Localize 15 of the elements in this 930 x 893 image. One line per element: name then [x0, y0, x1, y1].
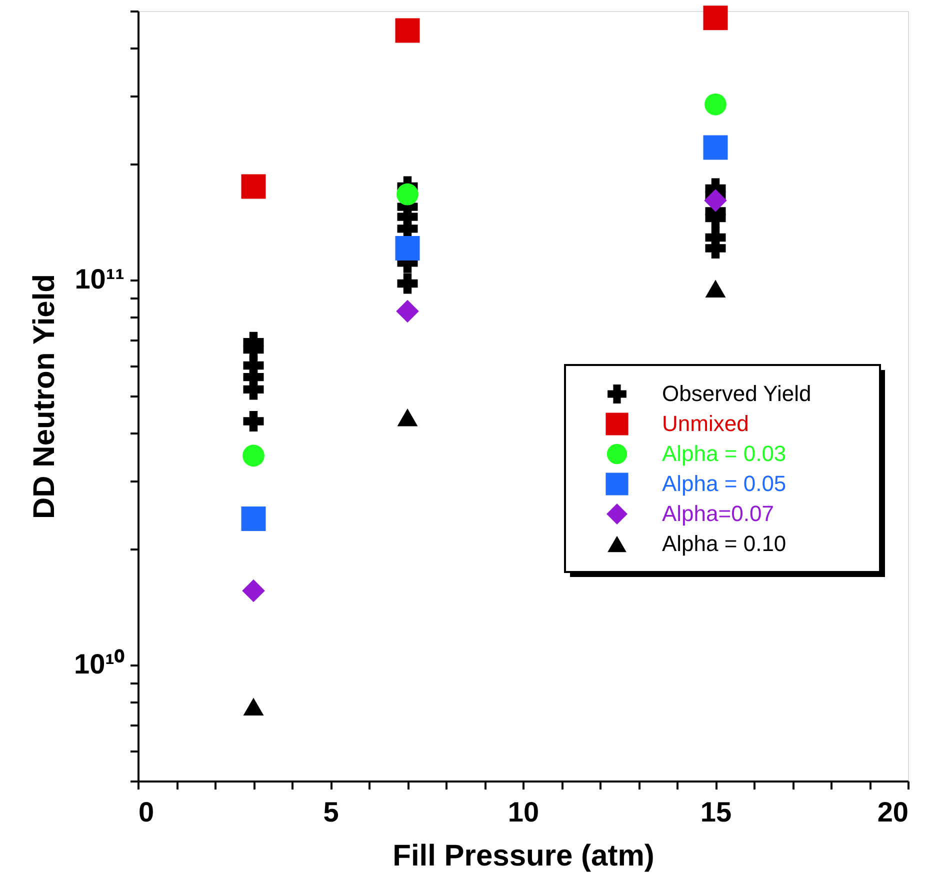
- y-tick-label: 10¹⁰: [74, 648, 124, 680]
- legend-label: Unmixed: [662, 411, 749, 436]
- y-axis-title: DD Neutron Yield: [28, 274, 62, 520]
- legend-label: Alpha = 0.10: [662, 531, 786, 556]
- x-tick-label: 10: [508, 796, 540, 828]
- legend-label: Alpha = 0.05: [662, 471, 786, 496]
- legend-label: Observed Yield: [662, 381, 812, 406]
- x-tick-label: 20: [877, 796, 908, 828]
- x-tick-label: 5: [323, 796, 339, 828]
- x-tick-label: 0: [138, 796, 154, 828]
- legend-label: Alpha=0.07: [662, 501, 774, 526]
- x-axis-title: Fill Pressure (atm): [392, 840, 654, 872]
- y-tick-label: 10¹¹: [74, 264, 124, 295]
- x-tick-label: 15: [700, 796, 732, 828]
- legend-label: Alpha = 0.03: [662, 441, 786, 466]
